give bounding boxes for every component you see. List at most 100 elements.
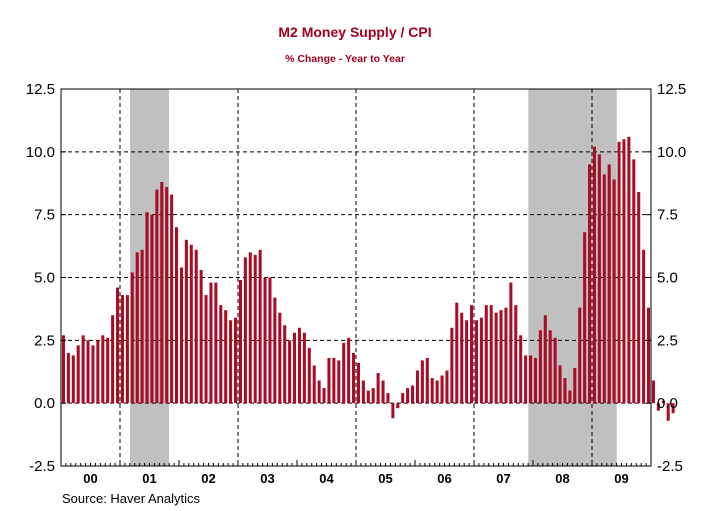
bar-111 [607, 164, 611, 404]
bar-3 [76, 345, 80, 404]
bar-113 [617, 141, 621, 404]
x-tick-label-00: 00 [83, 471, 97, 486]
bar-67 [391, 403, 395, 419]
bar-105 [578, 307, 582, 404]
bar-108 [592, 146, 596, 404]
bar-117 [637, 192, 641, 404]
bar-68 [396, 403, 400, 409]
grid-lines [61, 89, 651, 466]
chart-subtitle: % Change - Year to Year [285, 53, 405, 65]
bar-76 [435, 380, 439, 404]
y-tick-label-right: 5.0 [657, 270, 678, 287]
bar-70 [406, 388, 410, 404]
bar-60 [356, 362, 360, 404]
bar-80 [455, 302, 459, 404]
bar-7 [96, 340, 100, 404]
bar-26 [189, 244, 193, 404]
bar-18 [150, 214, 154, 404]
bar-116 [632, 159, 636, 404]
y-tick-label-left: 0.0 [34, 395, 55, 412]
bar-114 [622, 139, 626, 404]
bar-62 [366, 390, 370, 404]
bar-82 [465, 320, 469, 404]
bar-47 [293, 332, 297, 404]
bar-1 [66, 352, 70, 404]
bar-103 [568, 390, 572, 404]
bar-19 [155, 189, 159, 404]
bar-53 [322, 388, 326, 404]
x-tick-label-04: 04 [319, 471, 334, 486]
bar-71 [411, 385, 415, 404]
bar-63 [371, 388, 375, 404]
bar-72 [415, 370, 419, 404]
bar-86 [484, 305, 488, 404]
bar-74 [425, 357, 429, 404]
bar-15 [135, 252, 139, 404]
bar-109 [597, 154, 601, 404]
bar-120 [651, 380, 655, 404]
bar-0 [61, 335, 65, 404]
bar-8 [101, 335, 105, 404]
bar-85 [479, 317, 483, 404]
bar-29 [204, 295, 208, 404]
bar-97 [538, 330, 542, 404]
x-tick-label-03: 03 [260, 471, 274, 486]
bar-4 [81, 335, 85, 404]
bar-20 [160, 181, 164, 404]
bar-48 [297, 327, 301, 404]
bar-83 [470, 305, 474, 404]
bar-11 [116, 287, 120, 404]
y-tick-label-left: 10.0 [26, 144, 55, 161]
y-tick-label-left: 2.5 [34, 332, 55, 349]
bar-99 [548, 330, 552, 404]
bar-122 [661, 400, 665, 404]
y-tick-label-right: 12.5 [657, 81, 686, 98]
bars [61, 136, 675, 421]
y-tick-label-right: 2.5 [657, 332, 678, 349]
bar-24 [179, 267, 183, 404]
x-tick-label-08: 08 [555, 471, 569, 486]
bar-43 [273, 297, 277, 404]
bar-55 [332, 357, 336, 404]
source-note: Source: Haver Analytics [62, 491, 201, 506]
bar-77 [440, 375, 444, 404]
bar-112 [612, 179, 616, 404]
bar-64 [376, 373, 380, 404]
bar-61 [361, 380, 365, 404]
bar-38 [248, 252, 252, 404]
bar-54 [327, 357, 331, 404]
bar-81 [460, 312, 464, 404]
bar-79 [450, 327, 454, 404]
bar-118 [642, 249, 646, 404]
bar-28 [199, 269, 203, 404]
x-tick-label-09: 09 [614, 471, 628, 486]
bar-35 [234, 317, 238, 404]
bar-121 [656, 403, 660, 411]
bar-66 [386, 393, 390, 404]
bar-56 [337, 360, 341, 404]
bar-42 [268, 277, 272, 404]
bar-21 [165, 187, 169, 404]
bar-91 [509, 282, 513, 404]
bar-110 [602, 174, 606, 404]
bar-33 [224, 310, 228, 404]
bar-119 [647, 307, 651, 404]
bar-34 [229, 320, 233, 404]
bar-2 [71, 355, 75, 404]
y-tick-label-left: -2.5 [29, 458, 55, 475]
bar-69 [401, 393, 405, 404]
bar-6 [91, 345, 95, 404]
bar-14 [130, 272, 134, 404]
bar-12 [120, 295, 124, 404]
bar-96 [533, 357, 537, 404]
bar-78 [445, 370, 449, 404]
bar-22 [170, 194, 174, 404]
bar-45 [283, 325, 287, 404]
bar-13 [125, 295, 129, 404]
bar-92 [514, 305, 518, 404]
bar-87 [489, 305, 493, 404]
bar-95 [529, 355, 533, 404]
bar-49 [302, 332, 306, 404]
bar-40 [258, 249, 262, 404]
bar-88 [494, 312, 498, 404]
